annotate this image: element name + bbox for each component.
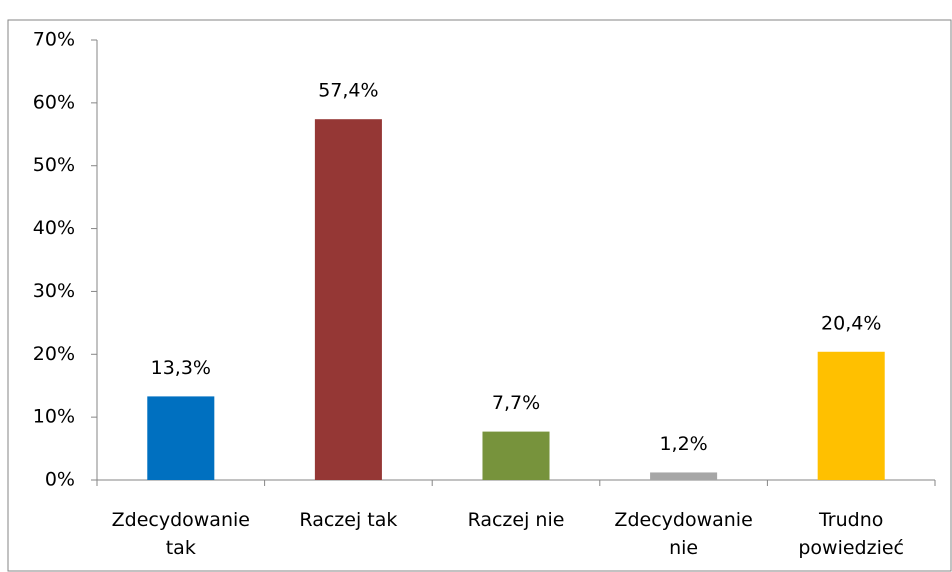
x-tick-label: Zdecydowanie tak xyxy=(111,509,250,559)
y-tick-label: 10% xyxy=(33,406,75,428)
bar xyxy=(482,431,550,480)
x-tick-label: Raczej tak xyxy=(299,509,398,531)
x-tick-label: Raczej nie xyxy=(467,509,565,531)
chart-frame xyxy=(7,19,952,572)
data-label: 13,3% xyxy=(151,357,211,379)
y-tick-label: 70% xyxy=(33,29,75,51)
y-tick-label: 30% xyxy=(33,280,75,302)
bar xyxy=(650,472,718,480)
y-tick-label: 40% xyxy=(33,217,75,239)
x-tick-label: Zdecydowanie nie xyxy=(614,509,753,559)
bar xyxy=(314,119,382,480)
y-tick-label: 50% xyxy=(33,154,75,176)
data-label: 7,7% xyxy=(492,392,540,414)
data-label: 57,4% xyxy=(318,80,378,102)
y-tick-label: 20% xyxy=(33,343,75,365)
y-tick-label: 0% xyxy=(45,469,75,491)
y-tick-label: 60% xyxy=(33,91,75,113)
bar xyxy=(817,351,885,480)
x-tick-label: Trudno powiedzieć xyxy=(798,509,905,559)
data-label: 20,4% xyxy=(821,312,881,334)
data-label: 1,2% xyxy=(659,433,707,455)
bar xyxy=(147,396,215,480)
